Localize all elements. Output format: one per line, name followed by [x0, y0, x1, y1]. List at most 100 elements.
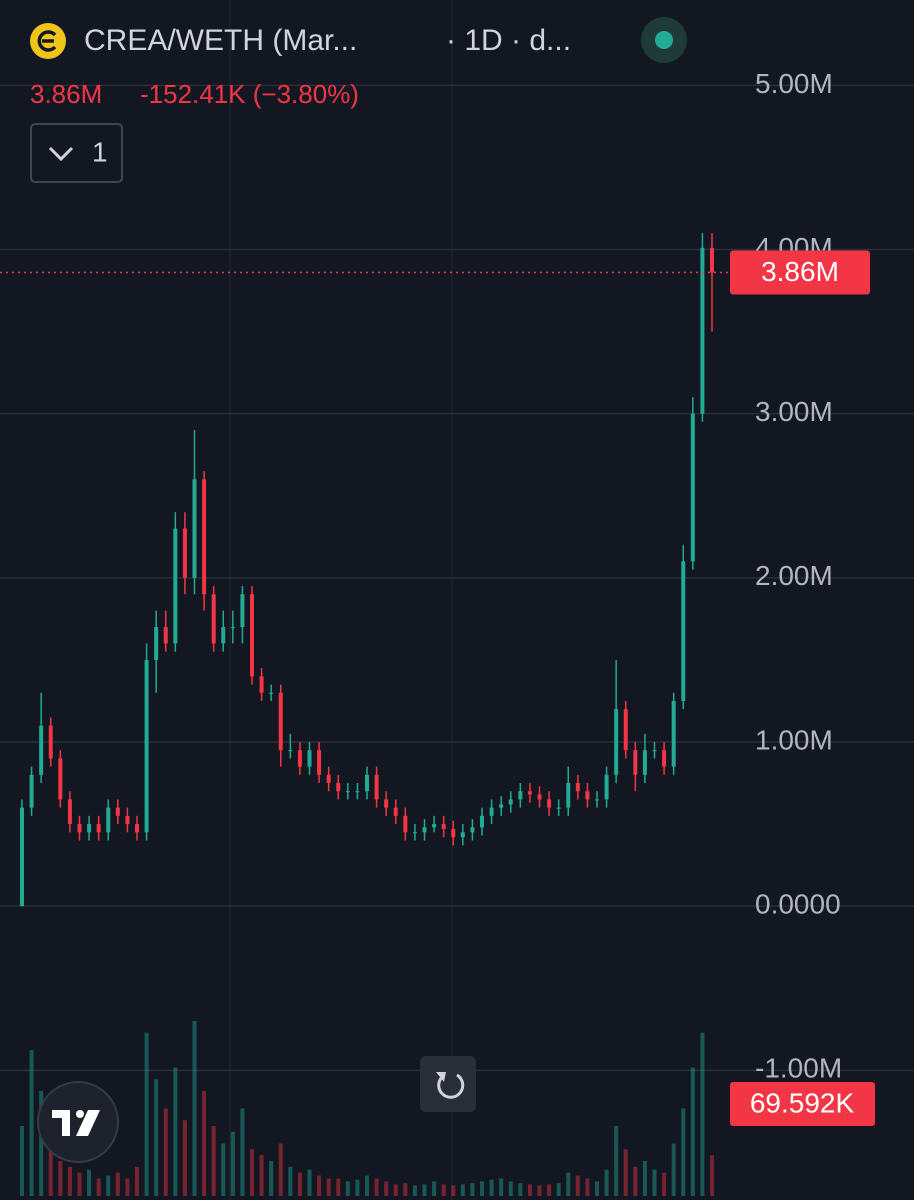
volume-bar [690, 1067, 695, 1196]
volume-bar [422, 1184, 427, 1196]
candle-body [595, 799, 599, 801]
reset-button[interactable] [420, 1056, 476, 1112]
volume-bar [633, 1166, 638, 1196]
candle-body [39, 725, 44, 775]
volume-bar [240, 1108, 245, 1196]
volume-bar [537, 1185, 542, 1196]
volume-bar [135, 1166, 139, 1196]
candle-body [623, 709, 628, 751]
candle-body [518, 791, 523, 800]
volume-bar [470, 1183, 475, 1196]
volume-bar [710, 1155, 714, 1196]
header: CREA/WETH (Mar... · 1D · d... 3.86M -152… [30, 17, 687, 183]
volume-bar [20, 1126, 24, 1196]
volume-bar [480, 1181, 484, 1196]
candle-body [537, 794, 542, 800]
volume-bar [326, 1178, 331, 1196]
candle-body [480, 815, 484, 828]
candle-body [202, 479, 207, 595]
volume-bar [288, 1166, 293, 1196]
last-volume-tag [730, 1082, 875, 1126]
candle-body [422, 827, 427, 833]
volume-bar [259, 1155, 264, 1196]
volume-bar [211, 1126, 216, 1196]
volume-bar [106, 1175, 111, 1196]
candle-body [690, 413, 695, 562]
candle-body [221, 627, 226, 644]
candle-body [182, 528, 187, 578]
tv-logo[interactable] [37, 1081, 119, 1163]
y-tick-label: 5.00M [755, 68, 833, 99]
candle-body [259, 676, 264, 693]
volume-bar [403, 1183, 408, 1196]
volume-bar [345, 1181, 350, 1196]
chevron [48, 146, 74, 162]
volume-bar [297, 1172, 302, 1196]
volume-bar [307, 1169, 312, 1196]
candle-body [336, 783, 341, 792]
candle-body [652, 750, 657, 752]
overlay: 3.86M 69.592K [0, 250, 875, 1126]
candle-body [317, 750, 322, 775]
candle-body [163, 627, 168, 644]
volume-bar [412, 1185, 417, 1196]
volume-bar [499, 1178, 504, 1196]
candle-body [154, 627, 159, 660]
volume-bar [317, 1175, 322, 1196]
volume-bar [182, 1120, 187, 1196]
candle-body [700, 247, 705, 414]
indicator-count: 1 [92, 136, 108, 167]
candle-body [671, 700, 676, 767]
volume-bar [460, 1184, 465, 1196]
y-tick-label: 3.00M [755, 396, 833, 427]
volume-bar [221, 1143, 226, 1196]
volume-bar [604, 1169, 609, 1196]
volume-bar [269, 1161, 274, 1196]
volume-bar [87, 1169, 92, 1196]
status-dot [655, 31, 673, 49]
candle-body [297, 750, 302, 767]
candle-body [77, 824, 82, 833]
volume-bar [144, 1032, 149, 1196]
volume-bar [384, 1181, 389, 1196]
candle-body [250, 594, 254, 677]
volume-bar [96, 1178, 101, 1196]
candle-body [269, 692, 274, 694]
candle-body [288, 750, 293, 752]
volume-bar [48, 1143, 53, 1196]
candle-body [278, 692, 283, 751]
candle-body [681, 561, 686, 701]
candle-body [556, 807, 561, 809]
volume-bar [508, 1181, 513, 1196]
volume-bar [547, 1184, 552, 1196]
volume-bar [202, 1091, 207, 1196]
candle-body [240, 594, 245, 628]
volume-bar [527, 1184, 532, 1196]
candle-body [211, 594, 216, 644]
y-tick-label: -1.00M [755, 1053, 842, 1084]
candle-body [87, 824, 92, 833]
candle-body [432, 824, 437, 828]
candle-body [508, 799, 513, 805]
volume-bar [642, 1161, 647, 1196]
volume-bar [595, 1181, 599, 1196]
volume-bar [662, 1172, 667, 1196]
price-change: -152.41K (−3.80%) [140, 79, 359, 109]
reset-arrow [436, 1072, 446, 1082]
candle-body [29, 774, 34, 808]
candle-body [403, 815, 408, 833]
indicator-toggle[interactable] [30, 123, 123, 183]
grid [0, 84, 914, 1072]
volume-bar [278, 1143, 283, 1196]
volume-bar [250, 1149, 254, 1196]
volume-bar [125, 1178, 130, 1196]
candle-body [547, 799, 552, 808]
candle-body [604, 774, 609, 800]
candle-body [451, 829, 456, 838]
volume-bar [393, 1184, 398, 1196]
volume-bar [365, 1175, 369, 1196]
candles [20, 233, 714, 907]
y-tick-label: 1.00M [755, 724, 833, 755]
